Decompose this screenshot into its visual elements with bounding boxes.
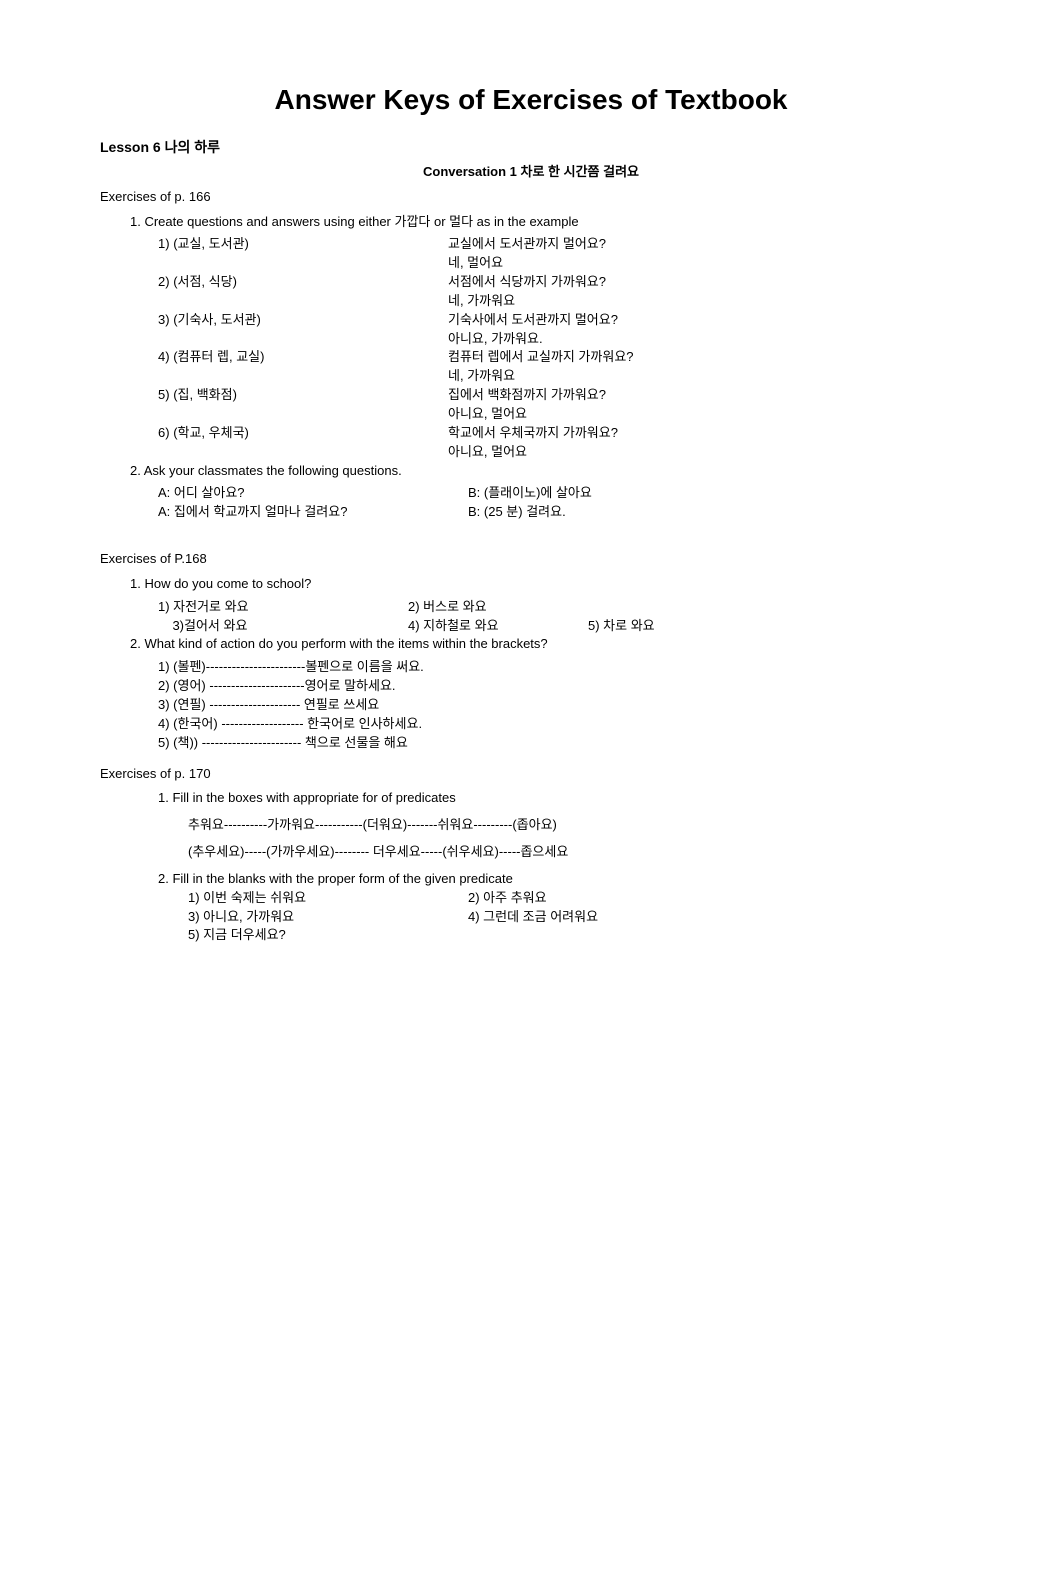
q1-item-5: 5) (집, 백화점) 집에서 백화점까지 가까워요? — [158, 386, 962, 405]
p170-q1-line1: 추워요----------가까워요-----------(더워요)-------… — [188, 816, 962, 835]
item-number: 5) — [158, 387, 170, 402]
cell: 1) 이번 숙제는 쉬워요 — [188, 889, 468, 908]
item-question: 학교에서 우체국까지 가까워요? — [448, 424, 962, 443]
item-number: 3) — [158, 312, 170, 327]
p168-q2-item: 5) (책)) ----------------------- 책으로 선물을 … — [158, 734, 962, 753]
p170-q2-row: 3) 아니요, 가까워요 4) 그런데 조금 어려워요 — [188, 908, 962, 927]
item-pair: (기숙사, 도서관) — [173, 312, 261, 327]
item-answer: 아니요, 멀어요 — [448, 443, 962, 462]
p168-q1-row1: 1) 자전거로 와요 2) 버스로 와요 — [158, 598, 962, 617]
cell: 2) 버스로 와요 — [408, 598, 588, 617]
q1-item-1: 1) (교실, 도서관) 교실에서 도서관까지 멀어요? — [158, 235, 962, 254]
p168-q2-item: 2) (영어) ----------------------영어로 말하세요. — [158, 677, 962, 696]
item-answer: 네, 가까워요 — [448, 292, 962, 311]
item-question: 서점에서 식당까지 가까워요? — [448, 273, 962, 292]
q2-b: B: (25 분) 걸려요. — [468, 503, 962, 522]
item-answer: 아니요, 멀어요 — [448, 405, 962, 424]
q2-prompt: 2. Ask your classmates the following que… — [130, 462, 962, 481]
exercises-166-header: Exercises of p. 166 — [100, 188, 962, 207]
cell: 1) 자전거로 와요 — [158, 598, 408, 617]
item-question: 컴퓨터 렙에서 교실까지 가까워요? — [448, 348, 962, 367]
p168-q1-prompt: 1. How do you come to school? — [130, 575, 962, 594]
p168-q2-item: 3) (연필) --------------------- 연필로 쓰세요 — [158, 696, 962, 715]
p170-q1-line2: (추우세요)-----(가까우세요)-------- 더우세요-----(쉬우세… — [188, 843, 962, 862]
cell: 3)걸어서 와요 — [158, 617, 408, 636]
p168-q2-prompt: 2. What kind of action do you perform wi… — [130, 635, 962, 654]
q1-item-2: 2) (서점, 식당) 서점에서 식당까지 가까워요? — [158, 273, 962, 292]
p170-q1-prompt: 1. Fill in the boxes with appropriate fo… — [158, 789, 962, 808]
item-answer: 네, 가까워요 — [448, 367, 962, 386]
p170-q2-prompt: 2. Fill in the blanks with the proper fo… — [158, 870, 962, 889]
cell: 4) 그런데 조금 어려워요 — [468, 908, 962, 927]
q1-prompt: 1. Create questions and answers using ei… — [130, 213, 962, 232]
p168-q2-item: 1) (볼펜)-----------------------볼펜으로 이름을 써… — [158, 658, 962, 677]
p168-q2-item: 4) (한국어) ------------------- 한국어로 인사하세요. — [158, 715, 962, 734]
p170-q2-row: 1) 이번 숙제는 쉬워요 2) 아주 추워요 — [188, 889, 962, 908]
item-pair: (교실, 도서관) — [173, 236, 249, 251]
item-number: 6) — [158, 425, 170, 440]
item-pair: (컴퓨터 렙, 교실) — [173, 349, 264, 364]
item-number: 2) — [158, 274, 170, 289]
q2-b: B: (플래이노)에 살아요 — [468, 484, 962, 503]
exercises-170-header: Exercises of p. 170 — [100, 765, 962, 784]
cell: 5) 차로 와요 — [588, 617, 962, 636]
cell — [588, 598, 962, 617]
cell — [468, 926, 962, 945]
item-question: 기숙사에서 도서관까지 멀어요? — [448, 311, 962, 330]
q2-a: A: 집에서 학교까지 얼마나 걸려요? — [158, 503, 468, 522]
q2-row-1: A: 어디 살아요? B: (플래이노)에 살아요 — [158, 484, 962, 503]
item-pair: (집, 백화점) — [173, 387, 237, 402]
p168-q1-row2: 3)걸어서 와요 4) 지하철로 와요 5) 차로 와요 — [158, 617, 962, 636]
item-answer: 네, 멀어요 — [448, 254, 962, 273]
q1-item-3: 3) (기숙사, 도서관) 기숙사에서 도서관까지 멀어요? — [158, 311, 962, 330]
item-question: 집에서 백화점까지 가까워요? — [448, 386, 962, 405]
q2-a: A: 어디 살아요? — [158, 484, 468, 503]
cell: 2) 아주 추워요 — [468, 889, 962, 908]
item-pair: (학교, 우체국) — [173, 425, 249, 440]
q1-item-4: 4) (컴퓨터 렙, 교실) 컴퓨터 렙에서 교실까지 가까워요? — [158, 348, 962, 367]
cell: 5) 지금 더우세요? — [188, 926, 468, 945]
item-pair: (서점, 식당) — [173, 274, 237, 289]
p170-q2-row: 5) 지금 더우세요? — [188, 926, 962, 945]
page-title: Answer Keys of Exercises of Textbook — [100, 80, 962, 121]
cell: 3) 아니요, 가까워요 — [188, 908, 468, 927]
lesson-heading: Lesson 6 나의 하루 — [100, 137, 962, 157]
item-number: 1) — [158, 236, 170, 251]
item-question: 교실에서 도서관까지 멀어요? — [448, 235, 962, 254]
conversation-heading: Conversation 1 차로 한 시간쯤 걸려요 — [100, 163, 962, 182]
item-number: 4) — [158, 349, 170, 364]
q2-row-2: A: 집에서 학교까지 얼마나 걸려요? B: (25 분) 걸려요. — [158, 503, 962, 522]
exercises-168-header: Exercises of P.168 — [100, 550, 962, 569]
cell: 4) 지하철로 와요 — [408, 617, 588, 636]
item-answer: 아니요, 가까워요. — [448, 330, 962, 349]
q1-item-6: 6) (학교, 우체국) 학교에서 우체국까지 가까워요? — [158, 424, 962, 443]
